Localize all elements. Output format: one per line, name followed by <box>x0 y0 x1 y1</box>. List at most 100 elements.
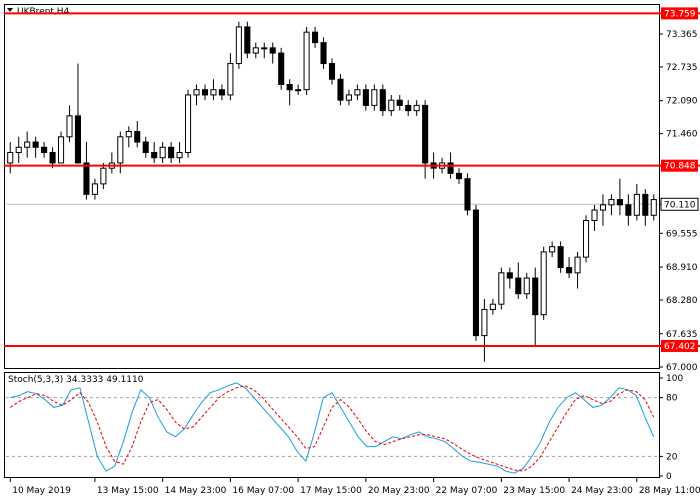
collapse-arrow-icon[interactable] <box>7 8 13 12</box>
time-tick-label: 24 May 23:00 <box>571 486 633 496</box>
price-tick-label: 73.365 <box>666 30 698 40</box>
candle <box>608 194 615 216</box>
price-panel-frame <box>4 4 660 369</box>
candle <box>151 142 158 163</box>
price-axis: 73.365 72.735 72.090 71.460 70.110 69.555 68.9… <box>659 7 699 373</box>
time-tick-label: 10 May 2019 <box>12 486 71 496</box>
candle <box>312 26 319 48</box>
stoch-tick-label: 20 <box>666 452 678 462</box>
candle <box>32 136 39 158</box>
candle <box>168 142 175 163</box>
candle <box>159 142 166 163</box>
candle <box>261 42 268 59</box>
candle <box>91 178 98 200</box>
current-price-badge <box>660 197 699 211</box>
time-tick-label: 22 May 07:00 <box>436 486 498 496</box>
candle <box>566 257 573 279</box>
candle <box>557 241 564 273</box>
candle <box>108 152 115 174</box>
time-tick-label: 20 May 23:00 <box>368 486 430 496</box>
stoch-tick-label: 80 <box>666 394 678 404</box>
candle <box>489 298 496 315</box>
candle <box>625 194 632 226</box>
candle <box>269 42 276 64</box>
stoch-panel-frame <box>4 372 660 478</box>
level-badge <box>661 7 698 20</box>
candle <box>582 215 590 263</box>
candle <box>413 100 420 116</box>
price-tick-label: 68.280 <box>666 296 698 306</box>
candle <box>7 142 14 174</box>
candle <box>320 37 327 69</box>
candle <box>532 267 539 347</box>
candle <box>252 42 259 59</box>
candle <box>515 262 522 299</box>
candle <box>74 63 82 164</box>
candle <box>650 194 657 221</box>
candle <box>134 121 141 148</box>
candle <box>185 89 192 158</box>
stoch-tick-label: 0 <box>666 472 672 482</box>
candle <box>354 84 361 101</box>
price-tick-label: 68.910 <box>666 263 698 273</box>
candle <box>599 194 607 226</box>
candle <box>498 267 505 310</box>
candle <box>405 100 412 116</box>
time-tick-label: 13 May 15:00 <box>97 486 159 496</box>
price-tick-label: 69.555 <box>666 229 698 239</box>
symbol-title: UKBrent,H4 <box>17 7 70 17</box>
candle <box>362 84 369 111</box>
candle <box>210 79 217 101</box>
candle <box>540 246 547 320</box>
candle <box>506 267 513 289</box>
candle <box>574 251 581 289</box>
candle <box>117 131 124 174</box>
time-tick-label: 17 May 15:00 <box>300 486 362 496</box>
candle <box>295 84 302 95</box>
price-tick-label: 71.460 <box>666 130 698 140</box>
candle <box>549 241 556 258</box>
candle <box>337 74 344 106</box>
stoch-axis: 100 80 20 0 <box>659 374 683 482</box>
candle <box>83 142 90 200</box>
stoch-lines <box>10 382 655 474</box>
candle <box>66 105 73 143</box>
candle <box>286 79 293 106</box>
time-tick-label: 16 May 07:00 <box>232 486 294 496</box>
candle <box>472 204 479 341</box>
candle <box>193 84 200 106</box>
candle <box>616 178 623 216</box>
candle <box>633 183 640 221</box>
candle <box>396 94 403 111</box>
candles <box>7 21 657 362</box>
candle <box>371 84 378 111</box>
time-axis: 10 May 2019 13 May 15:00 14 May 23:00 16 Ma… <box>9 478 700 496</box>
time-tick-label: 28 May 11:00 <box>639 486 700 496</box>
stoch-series-line <box>10 385 655 472</box>
price-tick-label: 67.000 <box>666 363 698 373</box>
candle <box>303 26 310 95</box>
candle <box>57 131 65 164</box>
price-tick-label: 72.090 <box>666 97 698 107</box>
candle <box>235 21 242 69</box>
level-badge <box>661 159 698 172</box>
level-badge-label: 73.759 <box>664 9 696 19</box>
candle <box>422 100 429 179</box>
candle <box>464 173 471 216</box>
candle <box>591 204 598 231</box>
candle <box>523 272 530 299</box>
level-badge-label: 70.848 <box>664 162 696 172</box>
price-levels <box>4 12 700 347</box>
candle <box>244 21 251 59</box>
current-price-label: 70.110 <box>664 200 696 210</box>
price-tick-label: 72.735 <box>666 63 698 73</box>
candle <box>481 298 488 362</box>
stoch-tick-label: 100 <box>666 374 683 384</box>
candle <box>201 84 209 101</box>
candle <box>345 89 352 106</box>
stoch-title: Stoch(5,3,3) 34.3333 49.1110 <box>8 375 144 385</box>
candle <box>455 168 463 184</box>
candle <box>388 94 395 116</box>
level-badge <box>661 339 698 352</box>
level-badge-label: 67.402 <box>664 342 696 352</box>
